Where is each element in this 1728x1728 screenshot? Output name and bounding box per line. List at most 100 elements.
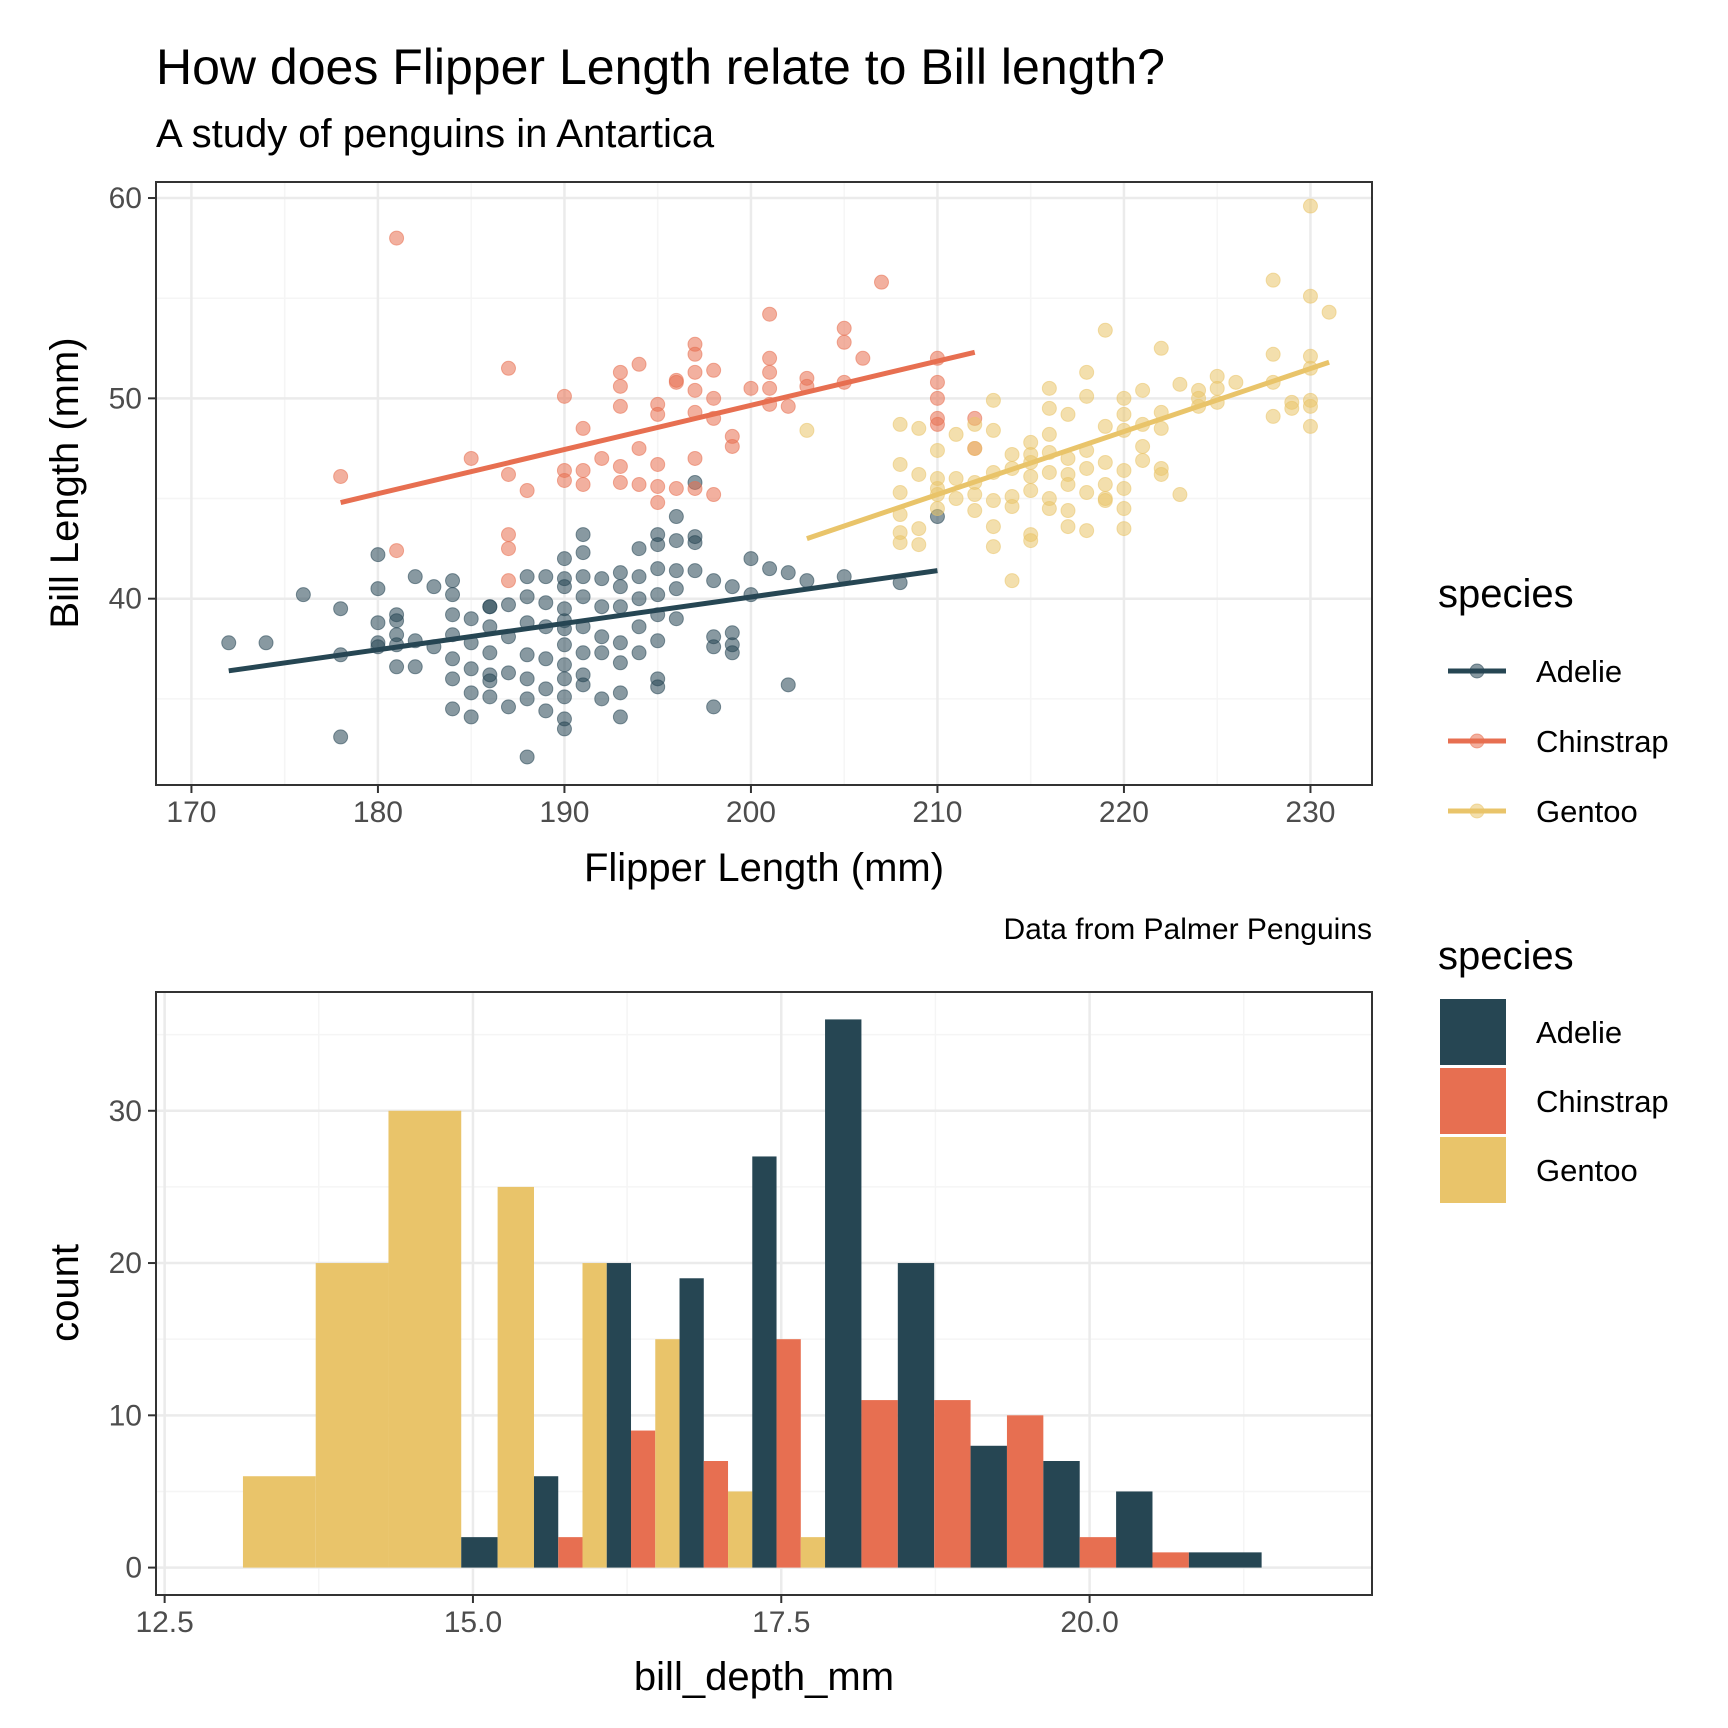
legend-label-adelie: Adelie bbox=[1536, 654, 1622, 689]
scatter-x-tick-label: 180 bbox=[353, 796, 403, 829]
scatter-point bbox=[631, 440, 647, 456]
histogram-bar-adelie bbox=[752, 1156, 777, 1568]
scatter-point bbox=[668, 581, 684, 597]
scatter-point bbox=[967, 440, 983, 456]
scatter-point bbox=[575, 677, 591, 693]
histogram-bar-chinstrap bbox=[1152, 1552, 1189, 1568]
scatter-point bbox=[258, 635, 274, 651]
scatter-point bbox=[780, 565, 796, 581]
scatter-point bbox=[575, 545, 591, 561]
scatter-point bbox=[873, 274, 889, 290]
scatter-point bbox=[519, 569, 535, 585]
scatter-point bbox=[1116, 390, 1132, 406]
scatter-point bbox=[892, 485, 908, 501]
histogram-bar-adelie bbox=[1043, 1461, 1080, 1568]
scatter-point bbox=[929, 350, 945, 366]
scatter-point bbox=[538, 569, 554, 585]
scatter-legend: species Adelie Chinstrap Gentoo bbox=[1438, 572, 1669, 829]
histogram-bar-adelie bbox=[1188, 1552, 1262, 1568]
scatter-point bbox=[1265, 272, 1281, 288]
scatter-point bbox=[1041, 400, 1057, 416]
scatter-point bbox=[1153, 404, 1169, 420]
histogram-y-tick-label: 0 bbox=[125, 1552, 142, 1585]
scatter-axis-ticks: 170 180 190 200 210 220 230 40 50 60 bbox=[109, 182, 1336, 829]
scatter-x-tick-label: 190 bbox=[539, 796, 589, 829]
scatter-point bbox=[668, 563, 684, 579]
histogram-axis-ticks: 12.5 15.0 17.5 20.0 0 10 20 30 bbox=[109, 1095, 1119, 1639]
scatter-point bbox=[631, 591, 647, 607]
histogram-bar-chinstrap bbox=[861, 1400, 898, 1568]
histogram-bar-chinstrap bbox=[631, 1430, 656, 1568]
scatter-legend-keys: Adelie Chinstrap Gentoo bbox=[1448, 654, 1669, 829]
histogram-bar-adelie bbox=[1116, 1491, 1153, 1568]
scatter-points bbox=[221, 198, 1337, 765]
scatter-point bbox=[1004, 573, 1020, 589]
scatter-point bbox=[668, 374, 684, 390]
scatter-point bbox=[911, 521, 927, 537]
scatter-point bbox=[1023, 533, 1039, 549]
scatter-point bbox=[1060, 519, 1076, 535]
scatter-point bbox=[1041, 464, 1057, 480]
scatter-point bbox=[556, 689, 572, 705]
scatter-point bbox=[855, 350, 871, 366]
scatter-point bbox=[799, 378, 815, 394]
scatter-point bbox=[799, 422, 815, 438]
histogram-x-axis-title: bill_depth_mm bbox=[634, 1655, 894, 1699]
histogram-y-tick-label: 10 bbox=[109, 1399, 142, 1432]
scatter-point bbox=[445, 607, 461, 623]
scatter-point bbox=[1060, 477, 1076, 493]
scatter-y-tick-label: 40 bbox=[109, 583, 142, 616]
scatter-point bbox=[1079, 442, 1095, 458]
scatter-point bbox=[706, 410, 722, 426]
scatter-point bbox=[1284, 400, 1300, 416]
histogram-bar-adelie bbox=[679, 1278, 704, 1568]
histogram-bar-gentoo bbox=[388, 1110, 462, 1568]
scatter-point bbox=[556, 671, 572, 687]
scatter-series-chinstrap bbox=[333, 230, 983, 589]
scatter-point bbox=[985, 422, 1001, 438]
scatter-point bbox=[1023, 483, 1039, 499]
scatter-point bbox=[556, 388, 572, 404]
scatter-point bbox=[407, 659, 423, 675]
scatter-point bbox=[1097, 322, 1113, 338]
scatter-point bbox=[612, 579, 628, 595]
scatter-point bbox=[370, 581, 386, 597]
scatter-point bbox=[706, 639, 722, 655]
scatter-point bbox=[500, 527, 516, 543]
scatter-point bbox=[650, 607, 666, 623]
scatter-point bbox=[1060, 503, 1076, 519]
scatter-point bbox=[650, 561, 666, 577]
scatter-y-tick-label: 60 bbox=[109, 182, 142, 215]
scatter-point bbox=[1023, 454, 1039, 470]
scatter-point bbox=[762, 396, 778, 412]
scatter-point bbox=[1135, 438, 1151, 454]
chart-title: How does Flipper Length relate to Bill l… bbox=[156, 39, 1165, 95]
scatter-point bbox=[1116, 521, 1132, 537]
trend-line-chinstrap bbox=[340, 349, 976, 505]
scatter-point bbox=[612, 398, 628, 414]
scatter-point bbox=[1209, 380, 1225, 396]
scatter-point bbox=[967, 487, 983, 503]
scatter-point bbox=[1135, 452, 1151, 468]
scatter-x-tick-label: 170 bbox=[166, 796, 216, 829]
scatter-series-gentoo bbox=[799, 198, 1337, 589]
legend-label-chinstrap: Chinstrap bbox=[1536, 1084, 1669, 1119]
scatter-point bbox=[687, 382, 703, 398]
scatter-point bbox=[650, 479, 666, 495]
scatter-point bbox=[445, 671, 461, 687]
scatter-point bbox=[631, 619, 647, 635]
scatter-point bbox=[724, 438, 740, 454]
scatter-point bbox=[650, 633, 666, 649]
histogram-legend-title: species bbox=[1438, 934, 1574, 978]
scatter-y-tick-label: 50 bbox=[109, 382, 142, 415]
scatter-point bbox=[594, 691, 610, 707]
histogram-legend-keys: Adelie Chinstrap Gentoo bbox=[1440, 999, 1669, 1203]
histogram-bar-adelie bbox=[897, 1263, 935, 1568]
scatter-point bbox=[911, 466, 927, 482]
histogram-bar-gentoo bbox=[497, 1186, 534, 1568]
scatter-point bbox=[929, 501, 945, 517]
histogram-bar-chinstrap bbox=[703, 1461, 729, 1568]
legend-label-gentoo: Gentoo bbox=[1536, 1153, 1638, 1188]
scatter-point bbox=[612, 378, 628, 394]
scatter-point bbox=[500, 360, 516, 376]
